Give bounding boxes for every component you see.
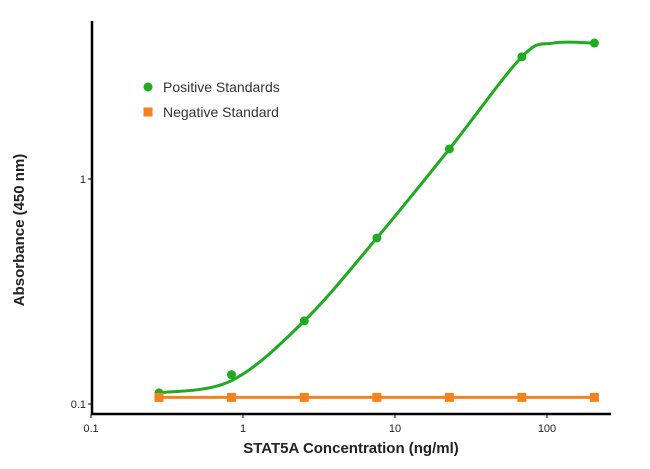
- y-tick-label: 0.1: [71, 399, 86, 411]
- x-tick-label: 100: [538, 423, 556, 435]
- legend: Positive Standards Negative Standard: [143, 79, 280, 120]
- data-point-positive: [517, 52, 527, 62]
- y-axis-label: Absorbance (450 nm): [11, 154, 28, 307]
- data-point-positive: [372, 233, 382, 243]
- legend-label-positive: Positive Standards: [163, 79, 280, 95]
- data-point-positive: [226, 370, 236, 380]
- data-point-negative: [372, 392, 382, 402]
- legend-label-negative: Negative Standard: [163, 104, 279, 120]
- plot-area: [154, 38, 599, 402]
- data-point-negative: [299, 392, 309, 402]
- series-line-0: [158, 40, 595, 395]
- ticks: 0.1 1 10 100 0.1 1: [71, 174, 556, 435]
- x-axis-label: STAT5A Concentration (ng/ml): [243, 440, 459, 457]
- data-point-negative: [226, 392, 236, 402]
- x-tick-label: 0.1: [83, 423, 98, 435]
- data-point-positive: [444, 144, 454, 154]
- x-tick-label: 1: [240, 423, 246, 435]
- y-tick-label: 1: [80, 174, 86, 186]
- data-point-negative: [154, 392, 164, 402]
- data-point-positive: [589, 38, 599, 48]
- legend-marker-positive: [143, 82, 153, 92]
- data-point-negative: [444, 392, 454, 402]
- data-point-negative: [589, 392, 599, 402]
- data-point-negative: [517, 392, 527, 402]
- x-tick-label: 10: [389, 423, 401, 435]
- data-point-positive: [299, 316, 309, 326]
- legend-marker-negative: [143, 107, 153, 117]
